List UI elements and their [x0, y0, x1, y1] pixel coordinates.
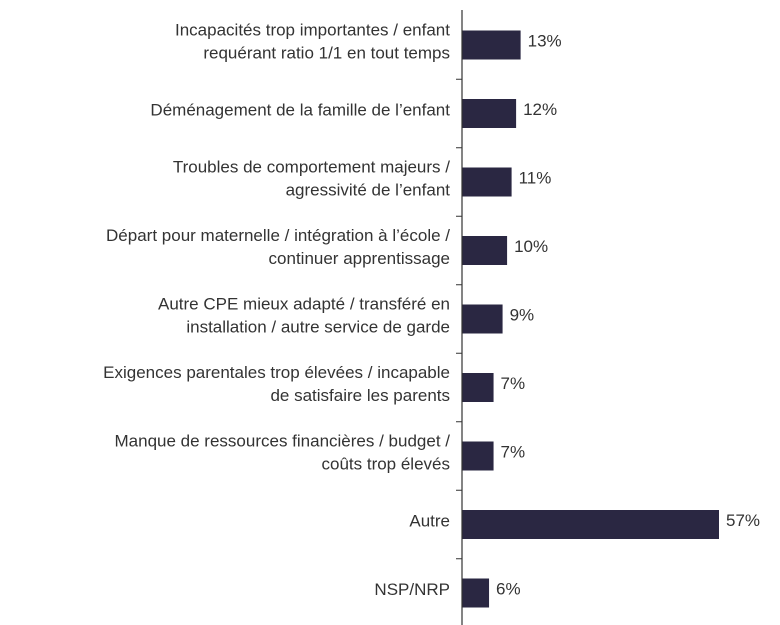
category-label-line: coûts trop élevés — [321, 455, 450, 474]
category-label-line: continuer apprentissage — [269, 249, 450, 268]
category-label-line: Déménagement de la famille de l’enfant — [150, 101, 450, 120]
category-label-line: Troubles de comportement majeurs / — [173, 158, 450, 177]
category-label: Troubles de comportement majeurs / agress… — [173, 158, 450, 200]
bar — [462, 167, 512, 197]
value-label: 6% — [496, 579, 521, 598]
value-label: 7% — [501, 374, 526, 393]
category-label-line: Départ pour maternelle / intégration à l… — [106, 226, 450, 245]
value-label: 9% — [510, 305, 535, 324]
category-label-line: Autre CPE mieux adapté / transféré en — [158, 295, 450, 314]
category-label: Autre — [409, 512, 450, 531]
bar — [462, 373, 494, 402]
bar — [462, 99, 517, 128]
category-label-line: Incapacités trop importantes / enfant — [175, 21, 450, 40]
bar — [462, 578, 490, 608]
value-label: 11% — [519, 168, 552, 187]
bar — [462, 510, 719, 539]
category-label: Autre CPE mieux adapté / transféré en ins… — [158, 295, 450, 337]
category-label-line: agressivité de l’enfant — [286, 181, 451, 200]
category-label-line: Exigences parentales trop élevées / inca… — [103, 363, 450, 382]
value-label: 7% — [501, 442, 526, 461]
value-label: 12% — [523, 100, 557, 119]
category-label-line: Autre — [409, 512, 450, 531]
category-label: Incapacités trop importantes / enfant req… — [175, 21, 450, 63]
bar — [462, 441, 494, 471]
value-label: 13% — [528, 31, 562, 50]
bar — [462, 304, 503, 334]
category-label-line: Manque de ressources financières / budge… — [115, 432, 451, 451]
bar — [462, 30, 521, 60]
category-label-line: NSP/NRP — [374, 580, 450, 599]
category-label: Manque de ressources financières / budge… — [115, 432, 451, 474]
value-label: 57% — [726, 511, 760, 530]
category-label: Déménagement de la famille de l’enfant — [150, 101, 450, 120]
category-label: NSP/NRP — [374, 580, 450, 599]
value-label: 10% — [514, 237, 548, 256]
category-label-line: installation / autre service de garde — [186, 318, 450, 337]
bar — [462, 236, 508, 265]
category-label: Départ pour maternelle / intégration à l… — [106, 226, 450, 268]
category-label-line: de satisfaire les parents — [270, 386, 450, 405]
category-label: Exigences parentales trop élevées / inca… — [103, 363, 450, 405]
category-label-line: requérant ratio 1/1 en tout temps — [203, 44, 450, 63]
